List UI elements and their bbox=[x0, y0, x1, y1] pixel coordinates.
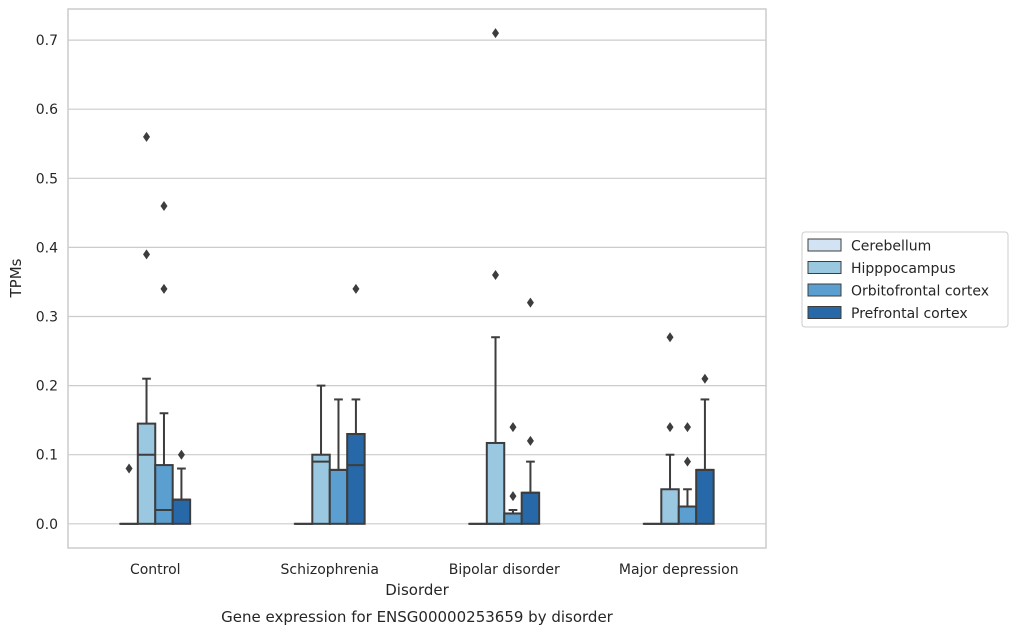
y-axis-ticks: 0.0 0.1 0.2 0.3 0.4 0.5 0.6 0.7 bbox=[36, 33, 58, 533]
legend-swatch bbox=[807, 261, 842, 274]
legend-frame bbox=[801, 231, 1009, 328]
x-tick-label: Schizophrenia bbox=[281, 562, 379, 578]
outlier-point bbox=[666, 332, 674, 343]
box-body bbox=[660, 488, 680, 525]
box-1-0 bbox=[136, 131, 157, 525]
legend-swatch bbox=[807, 238, 842, 252]
y-tick-label: 0.7 bbox=[36, 33, 58, 49]
box-2-2 bbox=[503, 422, 523, 525]
box-3-1 bbox=[346, 283, 366, 525]
box-body bbox=[311, 453, 331, 525]
box-2-0 bbox=[154, 200, 174, 525]
x-tick-label: Bipolar disorder bbox=[449, 562, 560, 578]
outlier-point bbox=[160, 200, 168, 211]
legend-label: Prefrontal cortex bbox=[851, 306, 968, 322]
outlier-point bbox=[492, 28, 500, 39]
outlier-point bbox=[701, 373, 709, 384]
box-1-1 bbox=[311, 384, 331, 525]
box-body bbox=[136, 422, 157, 525]
box-3-3 bbox=[695, 373, 715, 525]
outlier-point bbox=[492, 270, 500, 281]
outlier-point bbox=[526, 435, 534, 446]
box-2-3 bbox=[677, 422, 698, 525]
box-body bbox=[677, 505, 698, 525]
y-tick-label: 0.3 bbox=[36, 310, 58, 326]
box-1-2 bbox=[485, 28, 506, 525]
legend-swatch bbox=[807, 283, 842, 297]
y-tick-label: 0.5 bbox=[36, 171, 58, 187]
outlier-point bbox=[143, 249, 151, 260]
y-tick-label: 0.0 bbox=[36, 517, 58, 533]
x-axis-label: Disorder bbox=[385, 581, 449, 599]
outlier-point bbox=[683, 456, 691, 467]
box-body bbox=[346, 432, 366, 525]
outlier-point bbox=[509, 491, 517, 502]
box-1-3 bbox=[660, 332, 680, 525]
legend-label: Hipppocampus bbox=[851, 261, 956, 277]
outlier-point bbox=[177, 449, 185, 460]
y-tick-label: 0.4 bbox=[36, 240, 58, 256]
plot-area-frame bbox=[67, 8, 767, 549]
y-tick-label: 0.1 bbox=[36, 448, 58, 464]
box-0-0 bbox=[119, 463, 139, 525]
chart-caption: Gene expression for ENSG00000253659 by d… bbox=[221, 608, 614, 626]
box-3-2 bbox=[520, 297, 541, 525]
outlier-point bbox=[160, 283, 168, 294]
outlier-point bbox=[683, 422, 691, 433]
x-axis-ticks: Control Schizophrenia Bipolar disorder Majo… bbox=[130, 562, 739, 578]
x-tick-label: Major depression bbox=[619, 562, 739, 578]
outlier-point bbox=[509, 422, 517, 433]
box-2-1 bbox=[328, 398, 349, 525]
outlier-point bbox=[666, 422, 674, 433]
y-axis-label: TPMs bbox=[7, 258, 25, 298]
box-marks bbox=[119, 28, 715, 525]
outlier-point bbox=[352, 283, 360, 294]
legend-swatch bbox=[807, 306, 842, 319]
x-tick-label: Control bbox=[130, 562, 181, 578]
box-body bbox=[695, 468, 715, 525]
legend-label: Cerebellum bbox=[851, 239, 931, 255]
outlier-point bbox=[143, 131, 151, 142]
box-body bbox=[154, 464, 174, 525]
box-body bbox=[328, 468, 349, 525]
box-body bbox=[485, 441, 506, 525]
outlier-point bbox=[526, 297, 534, 308]
box-body bbox=[520, 491, 541, 525]
legend-label: Orbitofrontal cortex bbox=[851, 284, 989, 300]
gridlines bbox=[68, 39, 766, 525]
y-tick-label: 0.6 bbox=[36, 102, 58, 118]
box-3-0 bbox=[171, 449, 192, 525]
box-body bbox=[171, 498, 192, 525]
box-body bbox=[503, 512, 523, 525]
legend: Cerebellum Hipppocampus Orbitofrontal cort… bbox=[801, 231, 1009, 328]
y-tick-label: 0.2 bbox=[36, 379, 58, 395]
outlier-point bbox=[125, 463, 133, 474]
